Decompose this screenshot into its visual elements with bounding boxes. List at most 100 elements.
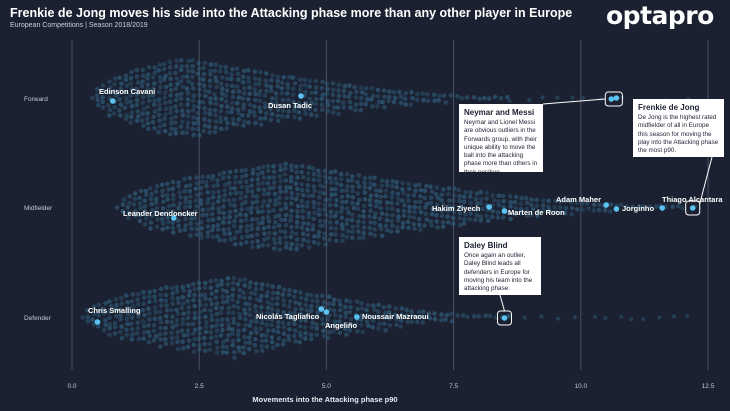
swarm-dot — [518, 206, 524, 212]
swarm-dot — [344, 332, 349, 337]
swarm-dot — [174, 335, 180, 340]
swarm-dot — [404, 313, 410, 318]
swarm-dot — [376, 99, 382, 105]
swarm-dot — [157, 124, 163, 129]
swarm-dot — [351, 205, 357, 211]
swarm-dot — [191, 298, 196, 303]
swarm-dot — [321, 223, 327, 228]
swarm-dot — [370, 93, 376, 98]
swarm-dot — [208, 278, 214, 284]
swarm-dot — [298, 324, 303, 329]
swarm-dot — [182, 176, 187, 182]
swarm-dot — [118, 86, 124, 91]
swarm-dot — [478, 189, 484, 195]
swarm-dot — [213, 75, 218, 80]
swarm-dot — [298, 290, 303, 295]
swarm-dot — [356, 173, 362, 178]
swarm-dot — [174, 76, 180, 81]
swarm-dot — [205, 207, 211, 212]
swarm-dot — [164, 308, 170, 313]
swarm-dot — [134, 68, 139, 73]
swarm-dot — [202, 106, 207, 111]
swarm-dot — [185, 315, 191, 321]
swarm-dot — [398, 324, 404, 329]
swarm-dot — [234, 229, 239, 235]
swarm-dot — [306, 171, 311, 176]
swarm-dot — [555, 95, 560, 100]
swarm-dot — [213, 113, 218, 118]
swarm-dot — [275, 113, 281, 118]
swarm-dot — [169, 285, 175, 291]
swarm-dot — [317, 218, 323, 224]
player-dot-adam-maher — [603, 202, 609, 208]
swarm-dot — [418, 210, 424, 215]
swarm-dot — [301, 237, 306, 243]
swarm-dot — [260, 220, 265, 225]
player-dot-frenkie-de-jong — [689, 205, 696, 211]
swarm-dot — [107, 90, 112, 96]
swarm-dot — [147, 317, 152, 322]
swarm-dot — [269, 322, 274, 328]
swarm-dot — [173, 70, 178, 76]
swarm-dot — [176, 180, 181, 185]
swarm-dot — [142, 324, 147, 329]
swarm-dot — [322, 168, 328, 174]
swarm-dot — [236, 328, 241, 334]
swarm-dot — [187, 199, 193, 205]
swarm-dot — [180, 321, 186, 327]
swarm-dot — [275, 107, 281, 113]
swarm-dot — [220, 339, 226, 345]
swarm-dot — [238, 212, 243, 217]
label-adam-maher: Adam Maher — [556, 195, 601, 204]
swarm-dot — [259, 333, 265, 338]
swarm-dot — [141, 106, 147, 112]
swarm-dot — [146, 323, 151, 328]
swarm-dot — [157, 332, 163, 337]
swarm-dot — [111, 111, 117, 116]
swarm-dot — [281, 297, 287, 303]
swarm-dot — [237, 287, 243, 293]
swarm-dot — [409, 319, 415, 325]
swarm-dot — [320, 321, 326, 327]
swarm-dot — [134, 330, 140, 336]
swarm-dot — [124, 95, 129, 101]
swarm-dot — [360, 306, 365, 311]
swarm-dot — [580, 201, 585, 206]
swarm-dot — [292, 81, 298, 86]
swarm-dot — [230, 100, 235, 106]
swarm-dot — [230, 287, 236, 292]
swarm-dot — [208, 100, 213, 105]
swarm-dot — [596, 207, 602, 213]
swarm-dot — [239, 235, 245, 240]
swarm-dot — [508, 216, 513, 222]
swarm-dot — [219, 75, 225, 80]
swarm-dot — [283, 234, 289, 240]
swarm-dot — [379, 211, 385, 216]
swarm-dot — [553, 198, 558, 204]
swarm-dot — [361, 220, 366, 225]
swarm-dot — [217, 172, 222, 177]
swarm-dot — [163, 325, 168, 331]
swarm-dot — [478, 214, 484, 219]
chart-subtitle: European Competitions | Season 2018/2019 — [10, 22, 148, 29]
swarm-dot — [201, 65, 206, 71]
callout-daley-blind-title: Daley Blind — [464, 241, 508, 250]
label-chris-smalling: Chris Smalling — [88, 306, 141, 315]
swarm-dot — [261, 164, 266, 170]
swarm-dot — [232, 219, 237, 224]
swarm-dot — [142, 312, 147, 318]
swarm-dot — [124, 316, 130, 322]
swarm-dot — [316, 229, 322, 235]
swarm-dot — [141, 290, 146, 295]
swarm-dot — [602, 207, 608, 213]
swarm-dot — [256, 187, 261, 192]
swarm-dot — [183, 183, 189, 189]
swarm-dot — [331, 110, 336, 115]
swarm-dot — [508, 204, 513, 209]
swarm-dot — [230, 83, 235, 89]
swarm-dot — [281, 338, 287, 343]
swarm-dot — [260, 316, 265, 322]
swarm-dot — [242, 295, 247, 301]
swarm-dot — [384, 212, 390, 217]
